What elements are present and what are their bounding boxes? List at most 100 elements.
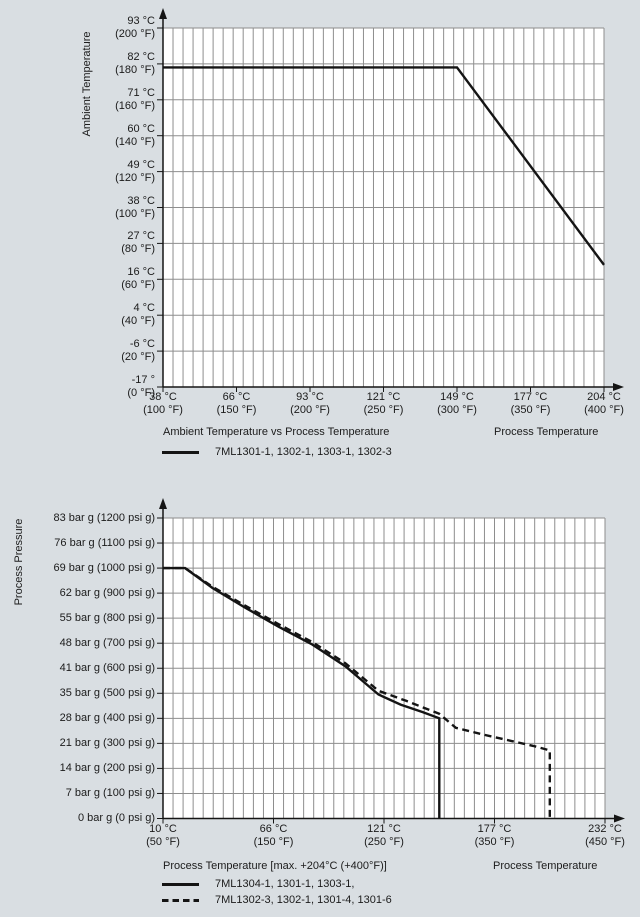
y-tick-label-line: (100 °F) (115, 207, 155, 220)
axis-arrow-right-icon (614, 814, 625, 823)
axes (162, 19, 614, 388)
x-tick-label-line: 66 °C (222, 391, 251, 403)
x-tick-label-line: 232 °C (588, 823, 622, 835)
y-tick-label: 28 bar g (400 psi g) (10, 712, 155, 725)
y-tick-label-line: 35 bar g (500 psi g) (59, 686, 155, 699)
y-tick-label: 93 °C (200 °F) (40, 15, 155, 41)
y-tick-label-line: 48 bar g (700 psi g) (59, 636, 155, 649)
y-tick-label-line: (60 °F) (121, 279, 155, 292)
x-tick-label-line: (350 °F) (474, 836, 515, 848)
x-tick-label-line: 177 °C (513, 391, 548, 403)
y-tick-label-line: 83 bar g (1200 psi g) (53, 511, 155, 524)
y-tick-label-line: 16 °C (127, 266, 155, 279)
chart2-x-axis-title: Process Temperature (493, 860, 598, 872)
x-tick-label: 177 °C (350 °F) (486, 391, 576, 417)
y-tick-label: 82 °C (180 °F) (40, 51, 155, 77)
legend-label: 7ML1301-1, 1302-1, 1303-1, 1302-3 (215, 446, 392, 458)
legend-dashed-line-swatch (162, 898, 199, 902)
y-tick-label: 0 bar g (0 psi g) (10, 812, 155, 825)
tick-marks (157, 27, 605, 392)
x-tick-label-line: (350 °F) (510, 404, 551, 416)
y-tick-label: 27 °C (80 °F) (40, 230, 155, 256)
chart2-legend: 7ML1304-1, 1301-1, 1303-1, 7ML1302-3, 130… (162, 876, 392, 908)
axes (162, 509, 615, 820)
y-tick-label: -17 ° (0 °F) (40, 374, 155, 400)
y-tick-label: 14 bar g (200 psi g) (10, 762, 155, 775)
y-tick-label-line: 71 °C (127, 86, 155, 99)
x-tick-label: 66 °C (150 °F) (192, 391, 282, 417)
legend-solid-line-swatch (162, 882, 199, 886)
x-tick-label-line: 149 °C (440, 391, 474, 403)
y-tick-label-line: 93 °C (127, 15, 155, 27)
series-dashed-line (163, 566, 551, 819)
chart1-y-axis-title: Ambient Temperature (81, 31, 93, 137)
x-tick-label-line: 121 °C (366, 391, 401, 403)
x-tick-label: 121 °C (250 °F) (339, 391, 429, 417)
y-tick-label: 71 °C (160 °F) (40, 87, 155, 113)
x-tick-label-line: 121 °C (367, 823, 401, 835)
x-tick-label-line: (450 °F) (585, 836, 625, 848)
y-tick-label-line: (140 °F) (115, 135, 155, 148)
tick-marks (157, 517, 606, 824)
y-tick-label-line: (160 °F) (115, 99, 155, 112)
chart2-caption: Process Temperature [max. +204°C (+400°F… (163, 860, 387, 872)
legend-label: 7ML1304-1, 1301-1, 1303-1, (215, 878, 355, 890)
series-solid-line (163, 66, 605, 266)
legend-solid-line-swatch (162, 450, 199, 454)
y-tick-label-line: 0 bar g (0 psi g) (77, 812, 155, 824)
x-tick-label-line: 38 °C (149, 391, 177, 403)
x-tick-label: 38 °C (100 °F) (118, 391, 208, 417)
y-tick-label-line: (120 °F) (115, 171, 155, 184)
legend-item: 7ML1302-3, 1302-1, 1301-4, 1301-6 (162, 892, 392, 908)
x-tick-label: 177 °C (350 °F) (450, 823, 540, 849)
x-tick-label-line: 93 °C (296, 391, 324, 403)
y-tick-label: 83 bar g (1200 psi g) (10, 512, 155, 525)
y-tick-label: 7 bar g (100 psi g) (10, 787, 155, 800)
chart-1 (157, 8, 624, 392)
y-tick-label: 48 bar g (700 psi g) (10, 637, 155, 650)
legend-item: 7ML1301-1, 1302-1, 1303-1, 1302-3 (162, 444, 392, 460)
x-tick-label: 10 °C (50 °F) (118, 823, 208, 849)
x-tick-label-line: (50 °F) (146, 836, 180, 848)
x-tick-label-line: 66 °C (259, 823, 288, 835)
y-tick-label-line: 76 bar g (1100 psi g) (54, 536, 155, 549)
axis-arrow-up-icon (159, 498, 167, 509)
chart1-legend: 7ML1301-1, 1302-1, 1303-1, 1302-3 (162, 444, 392, 460)
y-tick-label: 38 °C (100 °F) (40, 195, 155, 221)
y-tick-label-line: (20 °F) (121, 351, 155, 364)
y-tick-label-line: 62 bar g (900 psi g) (59, 586, 155, 599)
axis-arrow-right-icon (613, 383, 624, 391)
x-tick-label: 204 °C (400 °F) (559, 391, 640, 417)
y-tick-label: 35 bar g (500 psi g) (10, 687, 155, 700)
y-tick-label-line: -6 °C (129, 338, 155, 351)
x-tick-label: 121 °C (250 °F) (339, 823, 429, 849)
x-tick-label-line: (150 °F) (216, 404, 257, 416)
x-tick-label-line: (300 °F) (437, 404, 477, 416)
y-tick-label-line: 14 bar g (200 psi g) (59, 761, 155, 774)
y-tick-label-line: (180 °F) (115, 63, 155, 76)
y-tick-label: 41 bar g (600 psi g) (10, 662, 155, 675)
chart1-caption: Ambient Temperature vs Process Temperatu… (163, 426, 390, 438)
x-tick-label-line: (400 °F) (584, 404, 624, 416)
y-tick-label-line: 4 °C (133, 302, 155, 315)
y-tick-label: 55 bar g (800 psi g) (10, 612, 155, 625)
axis-arrow-up-icon (159, 8, 167, 19)
y-tick-label: 60 °C (140 °F) (40, 123, 155, 149)
y-tick-label-line: 38 °C (127, 194, 155, 207)
y-tick-label-line: (200 °F) (115, 28, 155, 40)
x-tick-label-line: 10 °C (149, 823, 177, 835)
legend-item: 7ML1304-1, 1301-1, 1303-1, (162, 876, 392, 892)
y-tick-label-line: 28 bar g (400 psi g) (59, 711, 155, 724)
y-tick-label: 21 bar g (300 psi g) (10, 737, 155, 750)
chart-2 (157, 498, 625, 824)
x-tick-label-line: (250 °F) (364, 836, 404, 848)
y-tick-label-line: 60 °C (127, 122, 155, 135)
y-tick-label: 76 bar g (1100 psi g) (10, 537, 155, 550)
y-tick-label-line: 41 bar g (600 psi g) (59, 661, 155, 674)
x-tick-label-line: (100 °F) (143, 404, 183, 416)
y-tick-label: 62 bar g (900 psi g) (10, 587, 155, 600)
x-tick-label-line: 177 °C (477, 823, 512, 835)
y-tick-label: 49 °C (120 °F) (40, 159, 155, 185)
